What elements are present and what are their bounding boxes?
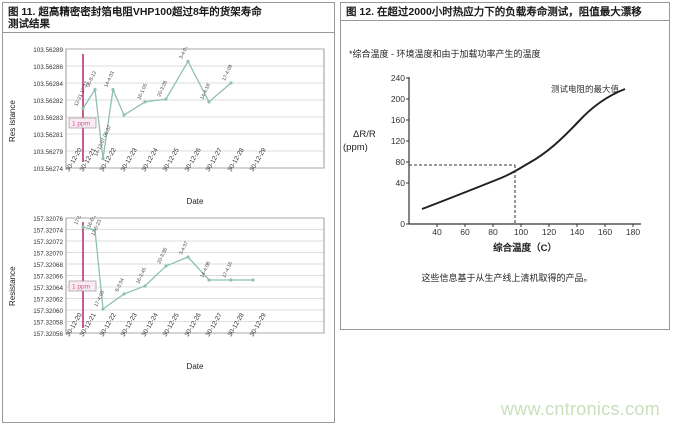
svg-text:180: 180 xyxy=(626,227,640,237)
svg-text:80: 80 xyxy=(396,157,406,167)
svg-text:30-12-27: 30-12-27 xyxy=(205,147,224,173)
svg-text:103.56281: 103.56281 xyxy=(33,132,63,139)
svg-text:103.56286: 103.56286 xyxy=(33,64,63,71)
svg-text:1 ppm: 1 ppm xyxy=(72,121,90,128)
svg-text:157.32074: 157.32074 xyxy=(33,228,63,235)
svg-text:157.32070: 157.32070 xyxy=(33,251,63,258)
svg-text:30-12-28: 30-12-28 xyxy=(227,312,246,338)
svg-text:30-12-23: 30-12-23 xyxy=(120,312,139,338)
svg-text:测试电阻的最大值: 测试电阻的最大值 xyxy=(551,84,620,94)
svg-text:30-12-25: 30-12-25 xyxy=(162,312,181,338)
svg-text:1 ppm: 1 ppm xyxy=(72,284,90,291)
svg-text:120: 120 xyxy=(391,136,405,146)
svg-text:17-5:23: 17-5:23 xyxy=(73,216,86,226)
svg-text:157.32066: 157.32066 xyxy=(33,274,63,281)
svg-text:30-12-25: 30-12-25 xyxy=(162,147,181,173)
svg-text:157.32056: 157.32056 xyxy=(33,331,63,338)
svg-text:16-1:05: 16-1:05 xyxy=(136,83,149,101)
svg-text:103.56289: 103.56289 xyxy=(33,47,63,54)
svg-text:30-12-23: 30-12-23 xyxy=(120,147,139,173)
svg-text:103.56279: 103.56279 xyxy=(33,149,63,156)
svg-text:Resistance: Resistance xyxy=(8,266,17,306)
svg-text:157.32076: 157.32076 xyxy=(33,216,63,223)
svg-text:30-12-27: 30-12-27 xyxy=(205,312,224,338)
svg-text:30-12-29: 30-12-29 xyxy=(249,312,268,338)
svg-text:240: 240 xyxy=(391,73,405,83)
svg-text:103.56274: 103.56274 xyxy=(33,166,63,173)
svg-text:103.56282: 103.56282 xyxy=(33,98,63,105)
svg-text:80: 80 xyxy=(488,227,498,237)
svg-text:3-4:37: 3-4:37 xyxy=(178,240,190,256)
svg-text:30-12-26: 30-12-26 xyxy=(184,312,203,338)
svg-text:8-3:34: 8-3:34 xyxy=(114,277,126,293)
svg-text:14-4:33: 14-4:33 xyxy=(103,70,116,88)
svg-text:157.32062: 157.32062 xyxy=(33,297,63,304)
svg-text:40: 40 xyxy=(396,178,406,188)
svg-text:(ppm): (ppm) xyxy=(343,142,368,153)
svg-text:综合温度（C）: 综合温度（C） xyxy=(493,242,557,254)
svg-text:157.32068: 157.32068 xyxy=(33,262,63,269)
svg-text:157.32072: 157.32072 xyxy=(33,239,63,246)
svg-text:14-4:18: 14-4:18 xyxy=(199,83,212,101)
svg-text:30-12-29: 30-12-29 xyxy=(249,147,268,173)
svg-text:140: 140 xyxy=(570,227,584,237)
svg-text:20-3:28: 20-3:28 xyxy=(156,80,169,98)
svg-text:200: 200 xyxy=(391,94,405,104)
svg-text:Res istance: Res istance xyxy=(8,100,17,142)
svg-text:60: 60 xyxy=(460,227,470,237)
svg-text:30-12-28: 30-12-28 xyxy=(227,147,246,173)
svg-text:100: 100 xyxy=(514,227,528,237)
svg-text:103.56283: 103.56283 xyxy=(33,115,63,122)
svg-text:17-4:16: 17-4:16 xyxy=(221,261,234,279)
svg-text:06-8-12: 06-8-12 xyxy=(85,70,98,88)
svg-text:14-4:08: 14-4:08 xyxy=(199,261,212,279)
svg-text:40: 40 xyxy=(432,227,442,237)
svg-text:157.32064: 157.32064 xyxy=(33,285,63,292)
svg-text:20-3:36: 20-3:36 xyxy=(156,247,169,265)
svg-text:Date: Date xyxy=(187,362,204,371)
svg-text:30-12-26: 30-12-26 xyxy=(184,147,203,173)
svg-text:30-12-24: 30-12-24 xyxy=(141,312,160,338)
svg-text:120: 120 xyxy=(542,227,556,237)
svg-text:0: 0 xyxy=(400,219,405,229)
svg-text:157.32060: 157.32060 xyxy=(33,308,63,315)
svg-text:17-4:09: 17-4:09 xyxy=(221,64,234,82)
svg-text:160: 160 xyxy=(391,115,405,125)
svg-text:30-12-24: 30-12-24 xyxy=(141,147,160,173)
svg-text:157.32058: 157.32058 xyxy=(33,320,63,327)
svg-text:Date: Date xyxy=(187,197,204,206)
svg-text:103.56284: 103.56284 xyxy=(33,81,63,88)
svg-text:ΔR/R: ΔR/R xyxy=(353,129,376,140)
svg-text:160: 160 xyxy=(598,227,612,237)
svg-text:30-12-22: 30-12-22 xyxy=(99,312,118,338)
